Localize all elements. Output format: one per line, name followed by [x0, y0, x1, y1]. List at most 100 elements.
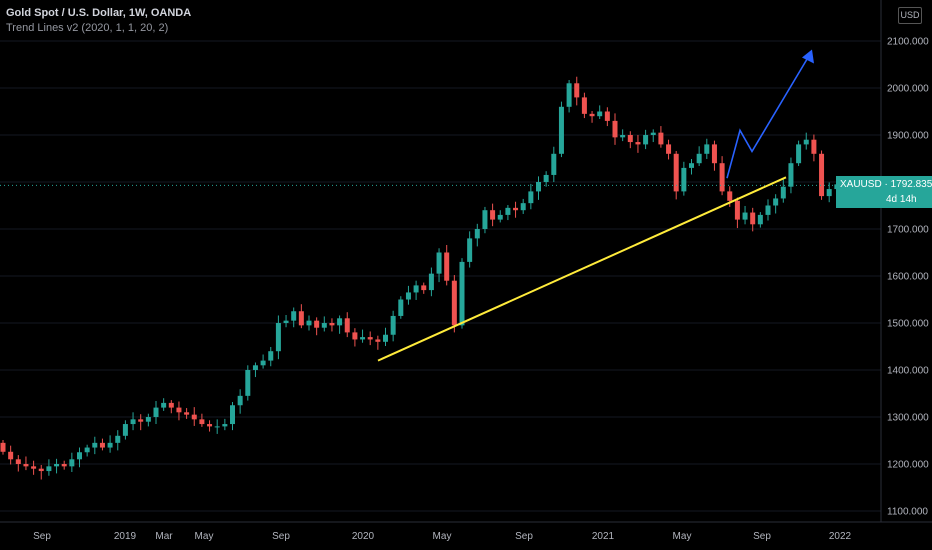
price-tick-label: 1400.000 — [887, 366, 929, 377]
candle-body — [329, 323, 335, 326]
candle-body — [490, 210, 496, 220]
candle-body — [796, 144, 802, 164]
candle-body — [650, 132, 656, 135]
candle-body — [222, 424, 228, 427]
candle-body — [344, 318, 350, 333]
candle-body — [314, 320, 320, 328]
candle-body — [199, 419, 205, 425]
indicator-label[interactable]: Trend Lines v2 (2020, 1, 1, 20, 2) — [6, 22, 169, 34]
projection-arrowhead — [802, 49, 814, 64]
projection-arrow-path[interactable] — [726, 57, 809, 179]
candle-body — [711, 144, 717, 164]
candle-body — [15, 459, 21, 464]
candle-body — [184, 412, 190, 415]
candle-body — [321, 323, 327, 328]
candle-body — [788, 163, 794, 187]
candle-body — [826, 189, 832, 197]
candle-body — [612, 120, 618, 138]
time-tick-label: Sep — [753, 531, 771, 542]
price-tick-label: 2100.000 — [887, 37, 929, 48]
candle-body — [658, 132, 664, 145]
time-tick-label: 2019 — [114, 531, 137, 542]
candle-body — [734, 200, 740, 220]
current-price-badge: XAUUSD · 1792.835 4d 14h — [836, 176, 932, 208]
candle-body — [92, 442, 98, 448]
candle-body — [482, 210, 488, 229]
candle-body — [436, 252, 442, 274]
symbol-title[interactable]: Gold Spot / U.S. Dollar, 1W, OANDA — [6, 7, 192, 19]
candle-body — [77, 452, 82, 460]
candle-body — [643, 135, 649, 145]
price-tick-label: 1900.000 — [887, 131, 929, 142]
candle-body — [505, 207, 511, 215]
candle-body — [620, 135, 626, 138]
candle-body — [383, 334, 388, 342]
candle-body — [23, 464, 29, 467]
candle-body — [168, 402, 174, 408]
candle-body — [115, 435, 121, 443]
candle-body — [405, 292, 411, 300]
candle-body — [306, 320, 312, 326]
candle-body — [459, 261, 465, 326]
candle-body — [191, 414, 197, 420]
candle-body — [528, 191, 534, 204]
candle-body — [31, 466, 37, 469]
candle-body — [750, 212, 756, 225]
candle-body — [451, 280, 457, 326]
candle-body — [54, 464, 60, 467]
candle-body — [61, 464, 67, 467]
candle-body — [84, 447, 90, 453]
price-axis: 2100.0002000.0001900.0001800.0001700.000… — [887, 37, 929, 518]
candle-body — [773, 198, 779, 206]
candle-body — [260, 360, 266, 366]
chart-legend: Gold Spot / U.S. Dollar, 1W, OANDA Trend… — [6, 6, 191, 36]
candle-body — [803, 139, 809, 145]
candle-body — [46, 466, 52, 472]
candle-body — [38, 468, 44, 472]
price-tick-label: 1100.000 — [887, 507, 928, 518]
candle-body — [819, 153, 825, 197]
candle-body — [130, 419, 136, 425]
price-tick-label: 1200.000 — [887, 460, 929, 471]
candle-body — [597, 111, 603, 117]
candle-body — [291, 311, 297, 321]
candle-body — [398, 299, 404, 316]
candle-body — [444, 252, 450, 281]
time-tick-label: 2022 — [829, 531, 852, 542]
candle-body — [513, 207, 519, 211]
candle-body — [574, 83, 580, 98]
candle-body — [176, 407, 182, 413]
trendline[interactable] — [377, 176, 787, 362]
candle-body — [566, 83, 572, 107]
candle-body — [742, 212, 748, 220]
price-tick-label: 2000.000 — [887, 84, 929, 95]
candle-body — [0, 442, 6, 452]
price-badge-value: 1792.835 — [890, 179, 932, 190]
candle-body — [627, 135, 633, 143]
currency-button[interactable]: USD — [898, 7, 922, 24]
candle-body — [337, 318, 343, 326]
candle-body — [413, 285, 419, 293]
bar-countdown: 4d 14h — [886, 194, 917, 205]
price-tick-label: 1700.000 — [887, 225, 929, 236]
time-tick-label: Sep — [33, 531, 51, 542]
candle-body — [704, 144, 710, 154]
candle-body — [604, 111, 610, 121]
candle-body — [122, 424, 128, 436]
candle-body — [390, 315, 396, 335]
candle-body — [360, 337, 366, 340]
candle-body — [161, 402, 167, 408]
candle-body — [298, 311, 304, 326]
price-tick-label: 1500.000 — [887, 319, 929, 330]
candle-body — [757, 214, 763, 225]
candle-body — [375, 339, 381, 342]
price-tick-label: 1600.000 — [887, 272, 929, 283]
horizontal-grid — [0, 40, 881, 512]
candle-body — [69, 459, 75, 467]
candle-body — [245, 370, 251, 396]
candle-body — [237, 395, 243, 406]
candle-body — [558, 106, 564, 154]
price-badge-symbol: XAUUSD — [840, 179, 882, 190]
time-tick-label: May — [195, 531, 214, 542]
